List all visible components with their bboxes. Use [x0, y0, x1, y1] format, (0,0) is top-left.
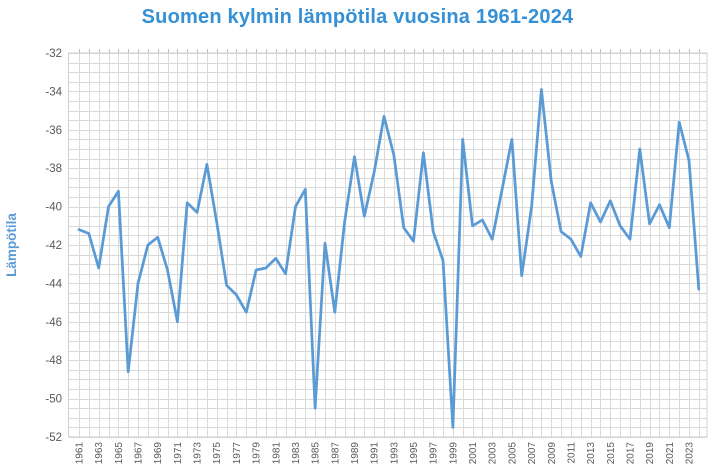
x-tick-label: 2017 [625, 442, 636, 465]
x-tick-label: 1979 [252, 442, 263, 465]
y-tick-label: -32 [45, 48, 62, 60]
y-tick-label: -36 [45, 125, 62, 137]
chart-title: Suomen kylmin lämpötila vuosina 1961-202… [141, 6, 574, 28]
x-axis-labels: 1961 1963 1965 1967 1969 1971 1973 1975 1977 1979… [75, 442, 696, 465]
y-tick-label: -48 [45, 355, 62, 367]
x-tick-label: 1995 [409, 442, 420, 465]
x-tick-label: 1973 [193, 442, 204, 465]
x-tick-label: 1975 [212, 442, 223, 465]
x-tick-label: 1971 [173, 442, 184, 465]
x-tick-label: 2001 [468, 442, 479, 465]
y-tick-label: -46 [45, 317, 62, 329]
x-tick-label: 1985 [311, 442, 322, 465]
x-tick-label: 2013 [586, 442, 597, 465]
x-tick-label: 1989 [350, 442, 361, 465]
x-tick-label: 2011 [566, 442, 577, 464]
y-tick-label: -52 [45, 432, 62, 444]
y-tick-label: -44 [45, 278, 62, 290]
x-tick-label: 1961 [75, 442, 86, 465]
gridlines [68, 53, 707, 438]
y-tick-label: -34 [45, 86, 62, 98]
x-tick-label: 1969 [153, 442, 164, 465]
plot-border [68, 52, 708, 438]
y-tick-label: -40 [45, 202, 62, 214]
x-tick-label: 2015 [606, 442, 617, 465]
x-tick-label: 2023 [685, 442, 696, 465]
y-axis-title: Lämpötila [4, 213, 19, 277]
x-tick-label: 1963 [94, 442, 105, 465]
y-tick-label: -38 [45, 163, 62, 175]
top-axis-ticks [79, 49, 700, 53]
x-tick-label: 2009 [547, 442, 558, 465]
x-tick-label: 1965 [114, 442, 125, 465]
x-tick-label: 1987 [330, 442, 341, 465]
x-tick-label: 2019 [645, 442, 656, 465]
x-tick-label: 1977 [232, 442, 243, 465]
x-tick-label: 1999 [448, 442, 459, 465]
x-tick-label: 1983 [291, 442, 302, 465]
x-tick-label: 1967 [134, 442, 145, 465]
y-tick-label: -42 [45, 240, 62, 252]
temperature-line [77, 88, 701, 429]
y-axis-labels: -32 -34 -36 -38 -40 -42 -44 -46 -48 -50 -52 [45, 48, 62, 444]
x-tick-label: 1993 [389, 442, 400, 465]
x-tick-label: 2005 [507, 442, 518, 465]
x-tick-label: 2003 [488, 442, 499, 465]
x-tick-label: 1991 [370, 442, 381, 465]
x-tick-label: 1981 [271, 442, 282, 465]
x-tick-label: 2007 [527, 442, 538, 465]
x-tick-label: 1997 [429, 442, 440, 465]
y-tick-label: -50 [45, 394, 62, 406]
x-tick-label: 2021 [665, 442, 676, 465]
